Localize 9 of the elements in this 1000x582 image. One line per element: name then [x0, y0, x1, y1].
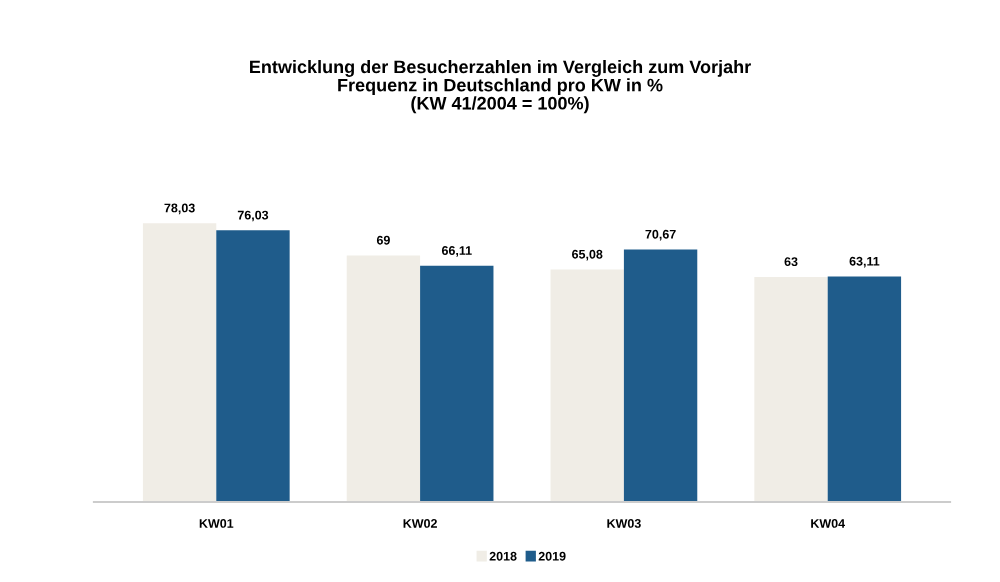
bar — [346, 255, 421, 502]
bar — [623, 249, 698, 502]
bar — [754, 276, 828, 502]
bar — [827, 276, 902, 502]
chart-title: Entwicklung der Besucherzahlen im Vergleich zum Vorjahr Frequenz in Deutschland pro KW in % (KW 41/2004 = 100%) — [250, 60, 751, 114]
bar — [216, 230, 290, 502]
bar — [550, 269, 624, 502]
bar — [420, 265, 494, 502]
bar — [142, 223, 217, 502]
